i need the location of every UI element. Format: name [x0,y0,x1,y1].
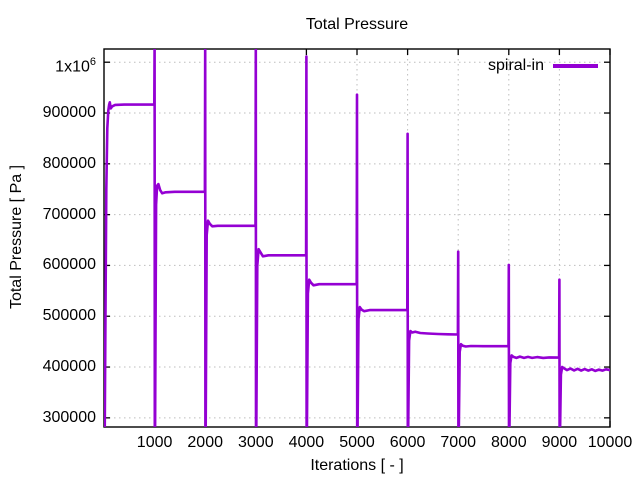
x-tick-label: 3000 [238,434,274,451]
x-tick-label: 8000 [491,434,527,451]
x-axis-label: Iterations [ - ] [310,457,404,474]
x-tick-label: 5000 [339,434,375,451]
y-tick-label: 1x106 [55,56,96,76]
series-line-spiral-in [104,49,610,427]
x-tick-label: 7000 [440,434,476,451]
x-tick-label: 6000 [389,434,426,451]
x-tick-label: 1000 [136,434,173,451]
legend-line-sample [553,64,598,68]
x-tick-label: 10000 [587,434,633,451]
legend-series-label: spiral-in [487,57,544,74]
x-tick-label: 4000 [288,434,325,451]
y-tick-label: 300000 [42,408,96,426]
chart-title: Total Pressure [305,16,409,33]
y-tick-label: 800000 [42,154,96,172]
y-tick-label: 500000 [42,307,96,325]
y-tick-label: 400000 [42,358,96,376]
y-axis-label: Total Pressure [ Pa ] [8,164,25,310]
y-tick-label: 900000 [42,104,96,122]
legend: spiral-in [330,57,598,75]
x-tick-label: 9000 [541,434,578,451]
x-tick-label: 2000 [187,434,223,451]
y-tick-label: 600000 [42,256,96,274]
y-tick-label: 700000 [42,205,96,223]
